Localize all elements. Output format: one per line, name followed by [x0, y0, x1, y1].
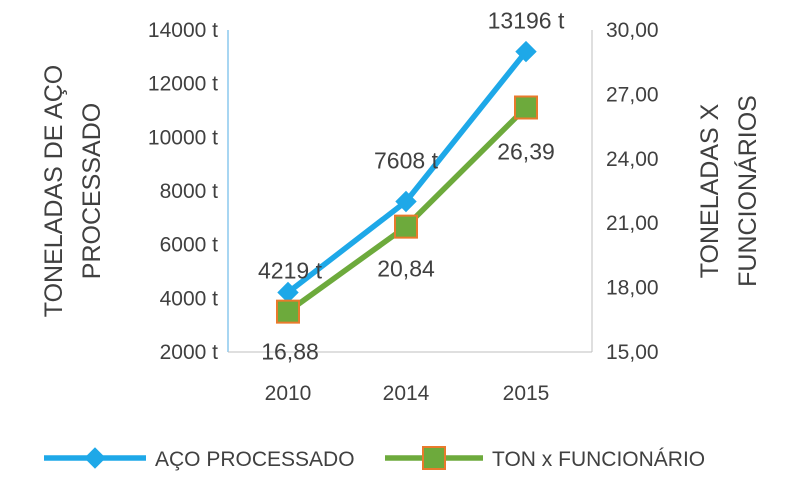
series-point-aco-processado — [515, 40, 537, 63]
left-tick-label: 8000 t — [160, 180, 219, 203]
x-tick-label: 2014 — [383, 382, 430, 405]
legend: AÇO PROCESSADO TON x FUNCIONÁRIO — [44, 446, 705, 471]
left-tick-label: 14000 t — [148, 19, 218, 42]
right-tick-label: 18,00 — [606, 277, 659, 300]
left-axis-title-line: TONELADAS DE AÇO — [40, 65, 68, 317]
right-axis-title: TONELADAS X FUNCIONÁRIOS — [696, 95, 762, 287]
data-labels: 4219 t 7608 t 13196 t 16,88 20,84 26,39 — [258, 8, 565, 365]
data-label-aco-processado: 13196 t — [488, 8, 565, 34]
legend-label-aco-processado: AÇO PROCESSADO — [155, 448, 355, 471]
data-label-ton-funcionario: 20,84 — [377, 256, 435, 282]
left-tick-label: 10000 t — [148, 126, 218, 149]
legend-marker-aco-processado — [84, 447, 106, 469]
series-point-ton-funcionario — [514, 95, 538, 120]
data-label-aco-processado: 4219 t — [258, 257, 323, 283]
series-point-aco-processado — [395, 190, 417, 213]
legend-marker-ton-funcionario — [422, 446, 446, 470]
x-tick-label: 2010 — [265, 382, 312, 405]
series-point-ton-funcionario — [394, 214, 418, 239]
left-axis-title: TONELADAS DE AÇO PROCESSADO — [40, 65, 106, 317]
left-tick-label: 2000 t — [160, 341, 219, 364]
axes: 2000 t 4000 t 6000 t 8000 t 10000 t 12000 t 14… — [40, 19, 762, 405]
series-point-ton-funcionario — [276, 299, 300, 324]
right-tick-label: 15,00 — [606, 341, 659, 364]
data-label-aco-processado: 7608 t — [374, 148, 439, 174]
right-axis-title-line: FUNCIONÁRIOS — [733, 95, 762, 287]
right-tick-label: 27,00 — [606, 83, 659, 106]
left-tick-label: 4000 t — [160, 287, 219, 310]
left-tick-label: 6000 t — [160, 234, 219, 257]
legend-label-ton-funcionario: TON x FUNCIONÁRIO — [492, 448, 705, 471]
right-tick-label: 30,00 — [606, 19, 659, 42]
series-layer — [276, 40, 538, 324]
left-axis-title-line: PROCESSADO — [78, 103, 106, 279]
x-tick-label: 2015 — [503, 382, 550, 405]
data-label-ton-funcionario: 26,39 — [497, 138, 555, 164]
right-tick-label: 24,00 — [606, 148, 659, 171]
right-axis-title-line: TONELADAS X — [696, 103, 724, 278]
data-label-ton-funcionario: 16,88 — [261, 339, 319, 365]
right-tick-label: 21,00 — [606, 212, 659, 235]
left-tick-label: 12000 t — [148, 73, 218, 96]
